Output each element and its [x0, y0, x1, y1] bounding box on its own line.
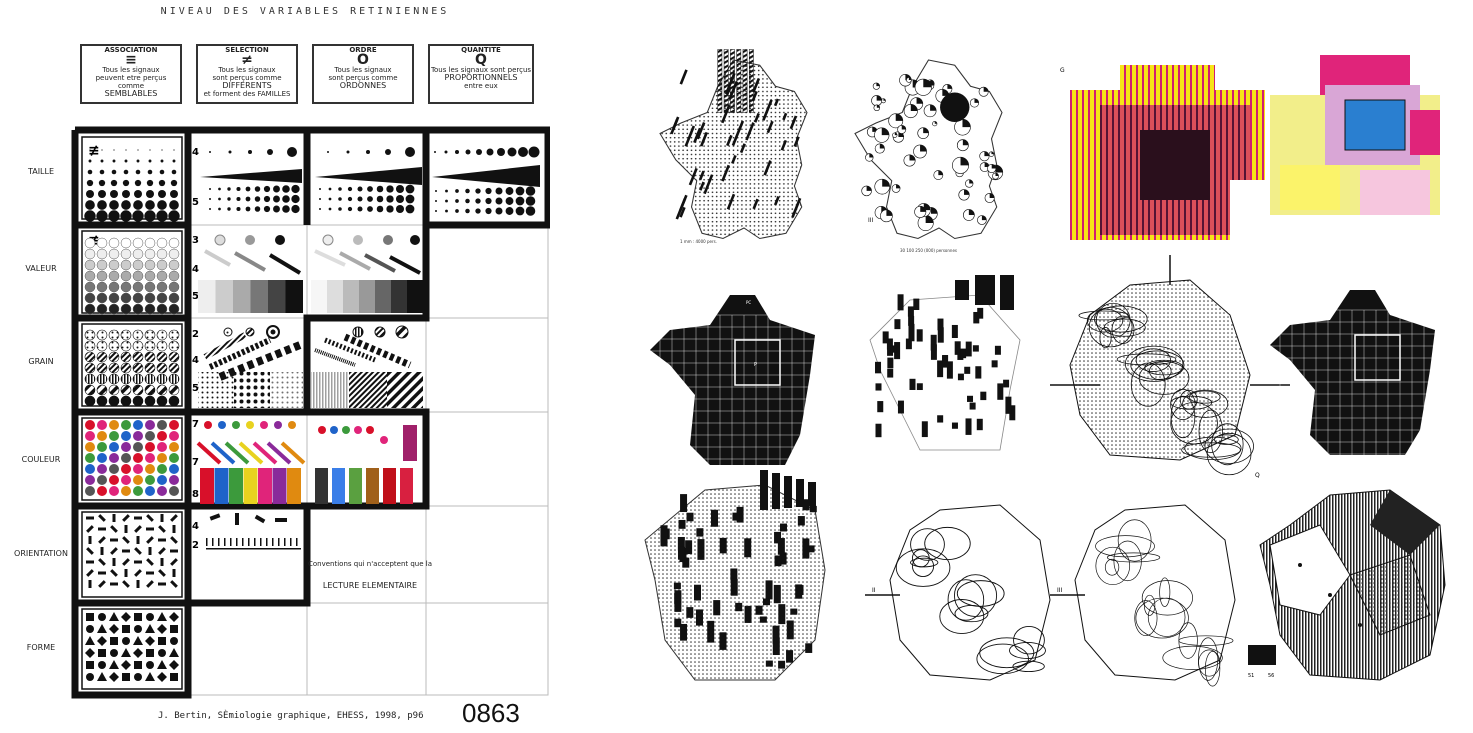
header-title: ASSOCIATION	[102, 46, 160, 54]
taille-dot-grid	[84, 149, 180, 222]
header-line: Tous les signaux	[218, 66, 276, 74]
cell-number: 4	[192, 355, 199, 366]
cell-number: 4	[192, 147, 199, 158]
map-color-stripes: G	[1060, 65, 1265, 240]
header-line: et forment des FAMILLES	[203, 90, 291, 98]
header-line: Tous les signaux sont perçus	[430, 66, 532, 74]
cell-number: 4	[192, 264, 199, 275]
header-title: SELECTION	[223, 46, 271, 54]
map-black-departments: P PC	[650, 295, 815, 465]
cell-number: 2	[192, 540, 199, 551]
france-maps-grid: 1 mm : 4000 pers. III 30 100 250 (000) p…	[644, 49, 1446, 687]
cell-number: 4	[192, 521, 199, 532]
variables-grid: ≢ 4 5 ≢ 3 4 5	[71, 126, 550, 699]
header-line: Tous les signaux	[102, 66, 160, 74]
header-symbol: Q	[475, 52, 487, 68]
header-line: entre eux	[464, 82, 498, 90]
pie-roman-label: III	[868, 217, 874, 224]
roman-marker: III	[1057, 587, 1063, 594]
map-isolines-simple: II	[865, 504, 1051, 681]
page-number: 0863	[462, 698, 520, 728]
header-symbol: ≠	[241, 52, 253, 68]
map-histogram-bars	[869, 275, 1021, 451]
header-title: QUANTITE	[459, 46, 503, 54]
row-label-forme: FORME	[26, 643, 56, 652]
map-pie-charts	[854, 59, 1004, 240]
taille-assoc-symbol: ≢	[88, 143, 100, 159]
map-scale-label: 1 mm : 4000 pers.	[680, 239, 717, 244]
row-label-couleur: COULEUR	[21, 455, 61, 464]
legend-number: 56	[1268, 673, 1274, 679]
header-emph: SEMBLABLES	[104, 89, 158, 98]
header-title: ORDRE	[347, 46, 379, 54]
header-symbol: O	[357, 52, 369, 68]
dept-label: P	[754, 362, 757, 368]
axis-g-label: G	[1060, 67, 1065, 74]
header-line: peuvent etre perçus comme	[95, 74, 167, 90]
note-line-1: Conventions qui n'acceptent que la	[308, 560, 432, 568]
pie-legend-label: 30 100 250 (000) personnes	[900, 248, 957, 253]
header-emph: PROPORTIONNELS	[444, 73, 518, 82]
map-pastel-blocks	[1270, 55, 1440, 215]
header-line: sont perçus comme	[212, 74, 282, 82]
row-label-taille: TAILLE	[27, 167, 55, 176]
note-line-2: LECTURE ELEMENTAIRE	[323, 581, 417, 590]
cell-number: 2	[192, 329, 199, 340]
credit-line: J. Bertin, SÈmiologie graphique, EHESS, …	[158, 711, 424, 721]
map-bars-oblique	[659, 49, 808, 240]
axis-q-label: Q	[1255, 472, 1260, 479]
header-line: Tous les signaux	[334, 66, 392, 74]
header-line: sont perçus comme	[328, 74, 398, 82]
map-black-departments-2	[1270, 290, 1435, 460]
header-quantite: QUANTITE Q Tous les signaux sont perçus …	[428, 44, 534, 104]
header-symbol: ≡	[125, 52, 137, 68]
header-ordre: ORDRE O Tous les signaux sont perçus com…	[312, 44, 414, 104]
map-histogram-bars-2	[644, 470, 826, 681]
row-label-grain: GRAIN	[28, 357, 54, 366]
legend-number: 51	[1248, 673, 1254, 679]
dept-label: PC	[746, 300, 751, 305]
cell-number: 3	[192, 235, 199, 246]
row-label-valeur: VALEUR	[25, 264, 57, 273]
row-label-orientation: ORIENTATION	[14, 549, 68, 558]
map-isolines-double: III	[1050, 504, 1236, 687]
header-emph: ORDONNES	[339, 81, 387, 90]
cell-number: 5	[192, 291, 199, 302]
cell-number: 5	[192, 197, 199, 208]
cell-number: 8	[192, 489, 199, 500]
retinal-variables-plate: NIVEAU DES VARIABLES RETINIENNES ASSOCIA…	[0, 0, 600, 733]
cell-number: 7	[192, 419, 199, 430]
cell-number: 5	[192, 383, 199, 394]
cell-number: 7	[192, 457, 199, 468]
header-selection: SELECTION ≠ Tous les signaux sont perçus…	[196, 44, 298, 104]
roman-marker: II	[872, 587, 876, 594]
map-isoline-contours	[1050, 255, 1290, 476]
header-association: ASSOCIATION ≡ Tous les signaux peuvent e…	[80, 44, 182, 104]
map-pattern-regions: 51 56 Q	[1248, 472, 1446, 681]
plate-title: NIVEAU DES VARIABLES RETINIENNES	[160, 6, 450, 17]
header-emph: DIFFERENTS	[222, 81, 272, 90]
